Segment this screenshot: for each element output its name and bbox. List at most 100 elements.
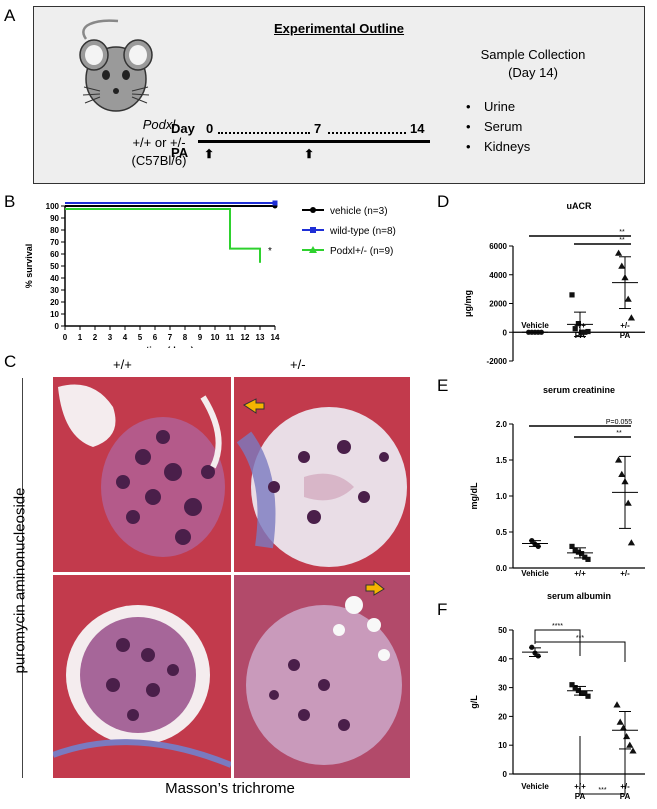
data-point (615, 249, 623, 256)
x-tick-label: 5 (138, 333, 143, 342)
significance-label: ** (616, 430, 622, 437)
data-point (579, 329, 585, 335)
collection-day: (Day 14) (508, 65, 558, 80)
legend-marker (310, 227, 316, 233)
y-tick-label: 40 (498, 655, 507, 664)
day-7-label: 7 (314, 121, 322, 136)
x-tick-label: 10 (211, 333, 220, 342)
data-point (572, 547, 578, 553)
genotype-gene: Podxl (142, 117, 176, 132)
chart-title: uACR (567, 201, 592, 211)
genotype-alleles: +/+ or +/- (132, 135, 186, 150)
sample-kidneys: Kidneys (484, 139, 531, 154)
category-label: Vehicle (521, 782, 549, 791)
category-label: PA (575, 579, 586, 580)
significance-label: ** (619, 229, 625, 236)
y-tick-label: 0 (503, 328, 508, 337)
data-point (615, 456, 623, 463)
y-tick-label: 70 (50, 238, 59, 247)
data-point (616, 718, 624, 725)
y-tick-label: 90 (50, 214, 59, 223)
x-tick-label: 2 (93, 333, 98, 342)
chart-title: serum albumin (547, 591, 611, 601)
micrograph-wt-top (53, 377, 231, 572)
series-line (65, 208, 261, 262)
data-point (569, 682, 575, 688)
data-point (585, 693, 591, 699)
y-axis-label: % survival (24, 244, 34, 289)
category-label: +/- (620, 321, 630, 330)
category-label: Vehicle (521, 321, 549, 330)
x-tick-label: 7 (168, 333, 173, 342)
data-point (582, 329, 588, 335)
legend-marker (310, 207, 316, 213)
significance-label: *** (576, 635, 584, 642)
y-tick-label: 2000 (489, 300, 507, 309)
glomerulus-arrow-icon (365, 579, 385, 596)
y-tick-label: 2.0 (496, 420, 508, 429)
sample-bullet-icon: • (466, 139, 471, 154)
panel-label-b: B (4, 192, 16, 211)
data-point (569, 292, 575, 298)
x-tick-label: 6 (153, 333, 158, 342)
y-tick-label: 0.5 (496, 528, 508, 537)
data-point (572, 685, 578, 691)
data-point (582, 690, 588, 696)
day-label: Day (171, 121, 195, 136)
y-tick-label: 80 (50, 226, 59, 235)
data-point (575, 321, 581, 327)
timeline-dots-2 (328, 124, 406, 134)
x-tick-label: 1 (78, 333, 83, 342)
y-tick-label: 50 (50, 262, 59, 271)
significance-label: *** (598, 787, 606, 794)
category-label: Vehicle (521, 569, 549, 578)
category-label: PA (575, 792, 586, 801)
significance-label: P=0.055 (606, 419, 632, 426)
genotype-strain: (C57Bl/6) (131, 153, 187, 168)
category-label: PA (620, 792, 631, 801)
y-tick-label: 6000 (489, 242, 507, 251)
y-tick-label: 4000 (489, 271, 507, 280)
collection-title: Sample Collection (480, 47, 586, 62)
data-point (575, 549, 581, 555)
data-point (627, 314, 635, 321)
data-point (619, 724, 627, 731)
significance-bracket (534, 629, 581, 656)
x-tick-label: 3 (108, 333, 113, 342)
timeline-dots-1 (218, 124, 310, 134)
x-tick-label: 9 (198, 333, 203, 342)
creatinine-chart: serum creatinine 0.0 0.5 1.0 1.5 2.0 mg/dL Vehi… (469, 385, 645, 580)
y-tick-label: 50 (498, 626, 507, 635)
series-end-marker (272, 200, 278, 206)
y-axis-label: μg/mg (463, 290, 473, 317)
y-tick-label: 1.0 (496, 492, 508, 501)
y-axis-label: mg/dL (469, 482, 479, 509)
x-tick-label: 14 (271, 333, 280, 342)
data-point (613, 701, 621, 708)
stain-caption: Masson’s trichrome (165, 780, 295, 797)
significance-label: **** (552, 623, 563, 630)
row-label: puromycin aminonucleoside (11, 487, 29, 674)
x-axis-label: time (days) (146, 345, 194, 348)
panel-label-e: E (437, 376, 449, 395)
significance-label: ** (619, 237, 625, 244)
experimental-outline-box: Experimental Outline Podxl +/+ or +/- (C… (33, 6, 645, 184)
x-tick-label: 0 (63, 333, 68, 342)
category-label: +/- (620, 569, 630, 578)
category-label: PA (620, 579, 631, 580)
panel-label-c: C (4, 352, 17, 371)
legend-label: Podxl+/- (n=9) (330, 246, 393, 257)
x-tick-label: 8 (183, 333, 188, 342)
y-tick-label: 20 (50, 298, 59, 307)
y-tick-label: 0 (503, 770, 508, 779)
category-label: +/+ (574, 569, 586, 578)
data-point (585, 328, 591, 335)
y-tick-label: 1.5 (496, 456, 508, 465)
uacr-chart: uACR-20000200040006000μg/mgVehicle+/+PA+… (463, 201, 645, 366)
data-point (618, 262, 626, 269)
x-tick-label: 4 (123, 333, 128, 342)
panel-label-f: F (437, 600, 448, 619)
row-divider-line (22, 378, 23, 778)
timeline-bar (198, 140, 430, 143)
